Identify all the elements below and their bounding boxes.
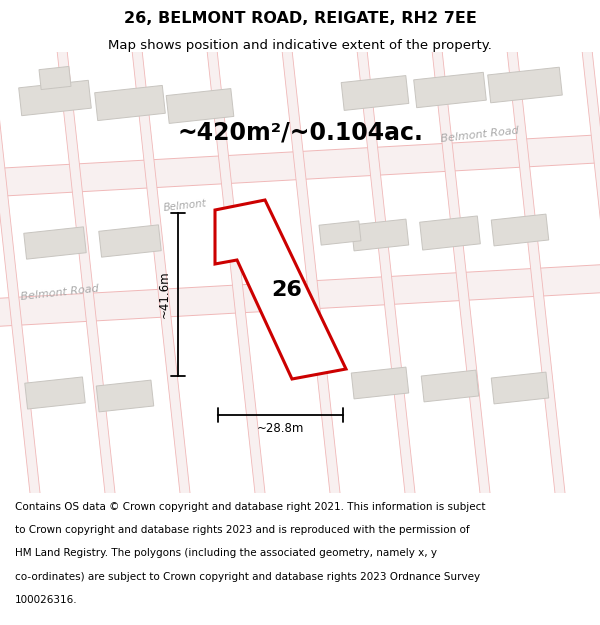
Polygon shape <box>202 1 271 544</box>
Polygon shape <box>352 1 421 544</box>
Text: ~420m²/~0.104ac.: ~420m²/~0.104ac. <box>177 121 423 145</box>
Text: Belmont Road: Belmont Road <box>20 284 100 302</box>
Polygon shape <box>39 66 71 89</box>
Polygon shape <box>351 219 409 251</box>
Text: 100026316.: 100026316. <box>15 594 77 604</box>
Text: 26, BELMONT ROAD, REIGATE, RH2 7EE: 26, BELMONT ROAD, REIGATE, RH2 7EE <box>124 11 476 26</box>
Polygon shape <box>19 80 91 116</box>
Text: co-ordinates) are subject to Crown copyright and database rights 2023 Ordnance S: co-ordinates) are subject to Crown copyr… <box>15 571 480 581</box>
Text: Belmont: Belmont <box>163 199 207 213</box>
Polygon shape <box>419 216 481 250</box>
Text: Map shows position and indicative extent of the property.: Map shows position and indicative extent… <box>108 39 492 52</box>
Polygon shape <box>413 72 487 107</box>
Polygon shape <box>25 377 85 409</box>
Polygon shape <box>0 1 46 544</box>
Polygon shape <box>502 1 571 544</box>
Text: ~41.6m: ~41.6m <box>157 271 170 318</box>
Text: Contains OS data © Crown copyright and database right 2021. This information is : Contains OS data © Crown copyright and d… <box>15 503 485 512</box>
Polygon shape <box>351 367 409 399</box>
Polygon shape <box>488 68 562 102</box>
Polygon shape <box>421 370 479 402</box>
Text: 26: 26 <box>271 281 302 301</box>
Text: HM Land Registry. The polygons (including the associated geometry, namely x, y: HM Land Registry. The polygons (includin… <box>15 549 437 559</box>
Polygon shape <box>0 132 600 199</box>
Polygon shape <box>24 227 86 259</box>
Text: ~28.8m: ~28.8m <box>257 422 304 436</box>
Polygon shape <box>491 372 549 404</box>
Polygon shape <box>341 76 409 111</box>
Polygon shape <box>577 1 600 544</box>
Polygon shape <box>52 1 121 544</box>
Polygon shape <box>0 262 600 329</box>
Polygon shape <box>96 380 154 412</box>
Polygon shape <box>319 221 361 245</box>
Polygon shape <box>95 86 166 121</box>
Polygon shape <box>491 214 549 246</box>
Polygon shape <box>166 89 234 123</box>
Polygon shape <box>99 225 161 257</box>
Text: Belmont Road: Belmont Road <box>440 126 520 144</box>
Polygon shape <box>427 1 496 544</box>
Text: to Crown copyright and database rights 2023 and is reproduced with the permissio: to Crown copyright and database rights 2… <box>15 526 470 536</box>
Polygon shape <box>215 200 346 379</box>
Polygon shape <box>127 1 196 544</box>
Polygon shape <box>277 1 346 544</box>
